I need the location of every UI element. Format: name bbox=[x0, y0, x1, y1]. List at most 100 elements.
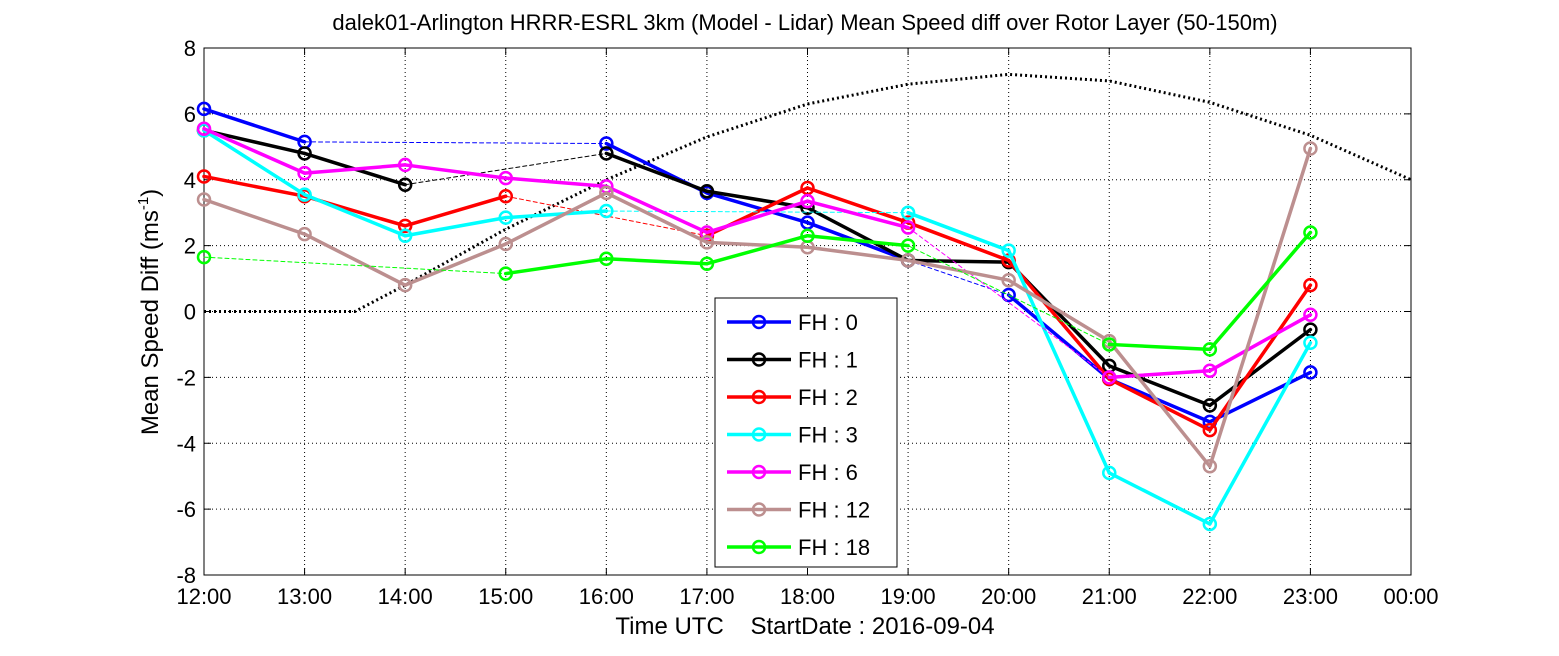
series-fh18 bbox=[196, 225, 1318, 357]
series-gap-line bbox=[907, 259, 1010, 296]
data-point bbox=[397, 177, 413, 192]
series-line bbox=[604, 191, 709, 245]
data-point bbox=[1001, 287, 1016, 303]
data-point bbox=[397, 157, 413, 173]
data-point bbox=[1202, 422, 1218, 438]
x-tick-label: 12:00 bbox=[176, 584, 231, 609]
data-point bbox=[297, 146, 312, 161]
data-point bbox=[599, 146, 614, 161]
series-line bbox=[302, 163, 407, 175]
legend-item: FH : 2 bbox=[727, 385, 858, 410]
y-tick-label: 2 bbox=[184, 234, 196, 259]
series-line bbox=[504, 257, 609, 276]
x-tick-label: 16:00 bbox=[579, 584, 634, 609]
series-line bbox=[403, 194, 508, 228]
series-line bbox=[705, 191, 810, 225]
series-line bbox=[1107, 339, 1212, 469]
legend-item: FH : 3 bbox=[727, 423, 858, 448]
data-point bbox=[1202, 459, 1218, 474]
legend-swatch-marker bbox=[751, 502, 767, 517]
legend-item: FH : 0 bbox=[727, 310, 858, 335]
data-point bbox=[297, 226, 312, 242]
legend-item: FH : 12 bbox=[727, 498, 870, 523]
data-point bbox=[196, 192, 212, 207]
series-line bbox=[1208, 283, 1313, 432]
series-line bbox=[1006, 278, 1111, 343]
series-line bbox=[805, 199, 910, 230]
legend-label: FH : 1 bbox=[798, 348, 858, 373]
x-tick-label: 22:00 bbox=[1182, 584, 1237, 609]
series-line bbox=[705, 199, 810, 235]
series-line bbox=[705, 233, 810, 266]
series-line bbox=[504, 191, 609, 246]
x-tick-label: 19:00 bbox=[881, 584, 936, 609]
series-line bbox=[805, 245, 910, 263]
x-tick-label: 13:00 bbox=[277, 584, 332, 609]
y-axis-label: Mean Speed Diff (ms-1) bbox=[135, 189, 164, 435]
x-tick-label: 21:00 bbox=[1082, 584, 1137, 609]
series-line bbox=[705, 240, 810, 250]
data-point bbox=[900, 253, 916, 268]
data-point bbox=[1303, 335, 1318, 351]
data-point bbox=[1303, 225, 1318, 240]
series-line bbox=[906, 258, 1011, 264]
series-line bbox=[805, 205, 910, 263]
data-point bbox=[196, 169, 212, 184]
data-point bbox=[900, 238, 916, 253]
legend-label: FH : 0 bbox=[798, 310, 858, 335]
series-gap-line bbox=[203, 256, 507, 275]
x-tick-label: 17:00 bbox=[679, 584, 734, 609]
series-line bbox=[403, 215, 508, 238]
y-tick-label: -4 bbox=[176, 431, 196, 456]
data-point bbox=[699, 235, 715, 250]
series-line bbox=[906, 220, 1011, 263]
data-point bbox=[599, 185, 614, 201]
data-point bbox=[800, 193, 815, 209]
y-axis-label-close: ) bbox=[137, 189, 164, 197]
data-point bbox=[397, 277, 413, 293]
data-point bbox=[599, 136, 614, 151]
series-line bbox=[202, 126, 307, 175]
data-point bbox=[1303, 365, 1318, 380]
series-line bbox=[403, 163, 508, 180]
legend-label: FH : 6 bbox=[798, 460, 858, 485]
chart-title: dalek01-Arlington HRRR-ESRL 3km (Model -… bbox=[332, 10, 1277, 35]
series-line bbox=[1006, 248, 1111, 475]
data-point bbox=[498, 266, 513, 281]
y-axis-label-superscript: -1 bbox=[135, 197, 152, 210]
legend-item: FH : 18 bbox=[727, 535, 870, 560]
y-tick-label: -6 bbox=[176, 497, 196, 522]
series-line bbox=[1107, 369, 1212, 380]
legend-swatch-marker bbox=[751, 389, 767, 405]
series-line bbox=[202, 128, 307, 197]
data-point bbox=[196, 249, 212, 265]
series-gap-line bbox=[404, 152, 607, 186]
x-tick-label: 23:00 bbox=[1283, 584, 1338, 609]
data-point bbox=[498, 170, 513, 186]
legend-label: FH : 3 bbox=[798, 423, 858, 448]
x-tick-label: 00:00 bbox=[1383, 584, 1438, 609]
x-tick-label: 20:00 bbox=[981, 584, 1036, 609]
y-tick-label: 4 bbox=[184, 168, 196, 193]
data-point bbox=[900, 205, 916, 220]
y-tick-label: -8 bbox=[176, 563, 196, 588]
data-point bbox=[1202, 363, 1218, 379]
series-line bbox=[202, 197, 307, 236]
legend-item: FH : 1 bbox=[727, 348, 858, 373]
series-line bbox=[1208, 313, 1313, 373]
legend-item: FH : 6 bbox=[727, 460, 858, 485]
series-gap-line bbox=[907, 227, 1110, 378]
legend: FH : 0 FH : 1 FH : 2 FH : 3 FH : 6 FH : 12 FH … bbox=[714, 297, 898, 568]
x-tick-label: 14:00 bbox=[378, 584, 433, 609]
x-tick-label: 18:00 bbox=[780, 584, 835, 609]
y-tick-label: 6 bbox=[184, 102, 196, 127]
legend-swatch-marker bbox=[751, 539, 767, 555]
series-line bbox=[906, 210, 1011, 253]
data-point bbox=[1303, 307, 1318, 323]
series-line bbox=[504, 176, 609, 189]
data-point bbox=[1202, 516, 1218, 532]
legend-swatch-marker bbox=[751, 427, 767, 442]
y-tick-label: -2 bbox=[176, 365, 196, 390]
y-axis-label-main: Mean Speed Diff (ms bbox=[137, 210, 164, 435]
